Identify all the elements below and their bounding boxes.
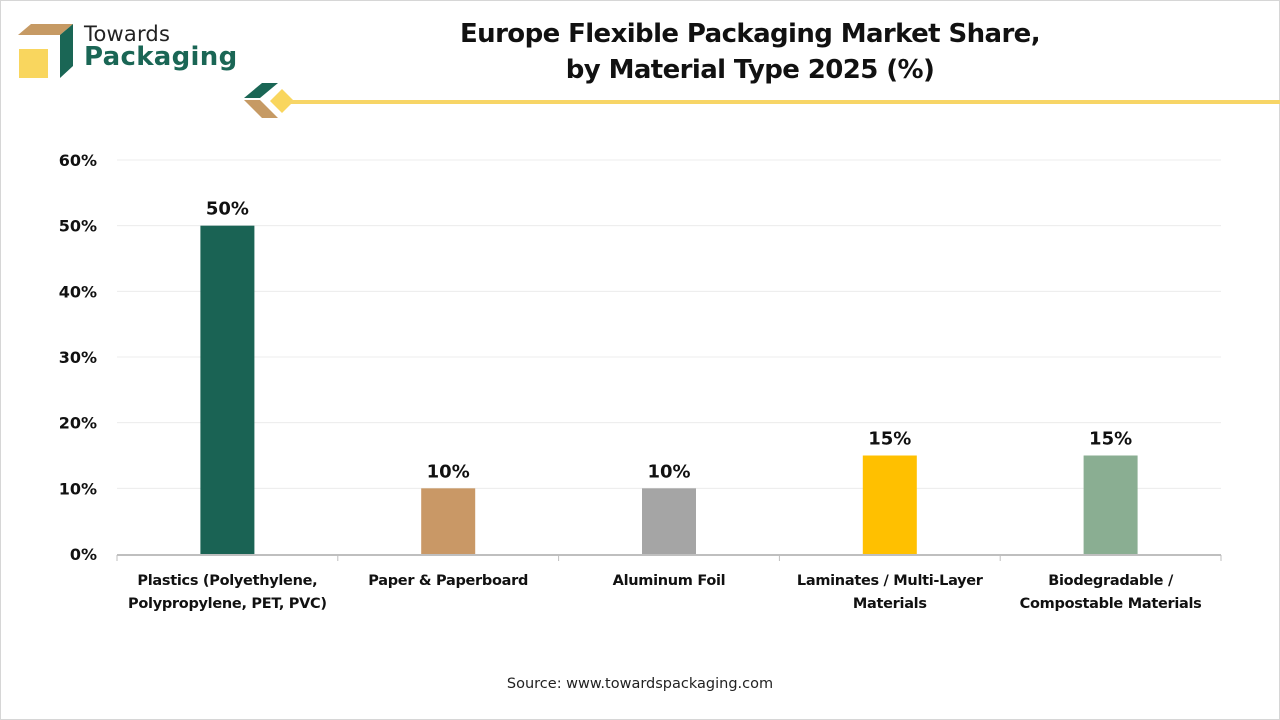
x-tick-label: Compostable Materials [1020, 596, 1202, 612]
x-tick-label: Materials [853, 596, 927, 612]
bar [421, 488, 476, 554]
data-label: 10% [647, 461, 690, 482]
data-label: 15% [868, 429, 911, 450]
y-tick-label: 60% [59, 151, 97, 170]
x-tick-label: Laminates / Multi-Layer [797, 573, 984, 589]
brand-logo: Towards Packaging [18, 22, 238, 82]
y-tick-label: 0% [70, 545, 97, 564]
bar [200, 225, 255, 554]
brand-name-top: Towards [84, 22, 171, 46]
box-logo-icon [18, 24, 73, 78]
x-tick-label: Aluminum Foil [613, 573, 726, 589]
y-tick-label: 40% [59, 282, 97, 301]
x-tick-label: Biodegradable / [1048, 573, 1174, 589]
bar [642, 488, 696, 554]
header-divider-line [290, 100, 1280, 104]
y-tick-label: 20% [59, 414, 97, 433]
x-tick-label: Plastics (Polyethylene, [137, 573, 317, 589]
bar [1083, 455, 1138, 554]
x-tick-label: Paper & Paperboard [368, 573, 528, 589]
brand-name-bottom: Packaging [84, 42, 238, 72]
x-tick-label: Polypropylene, PET, PVC) [128, 596, 327, 612]
title-line-2: by Material Type 2025 (%) [565, 55, 935, 85]
title-line-1: Europe Flexible Packaging Market Share, [460, 19, 1041, 49]
y-tick-label: 50% [59, 217, 97, 236]
data-label: 10% [427, 461, 470, 482]
chart-title: Europe Flexible Packaging Market Share, … [390, 16, 1110, 88]
source-note: Source: www.towardspackaging.com [506, 676, 774, 692]
bar [862, 455, 917, 554]
arrow-decoration-icon [244, 83, 294, 118]
data-label: 15% [1089, 429, 1132, 450]
data-label: 50% [206, 199, 249, 220]
y-tick-label: 30% [59, 348, 97, 367]
y-tick-label: 10% [59, 479, 97, 498]
